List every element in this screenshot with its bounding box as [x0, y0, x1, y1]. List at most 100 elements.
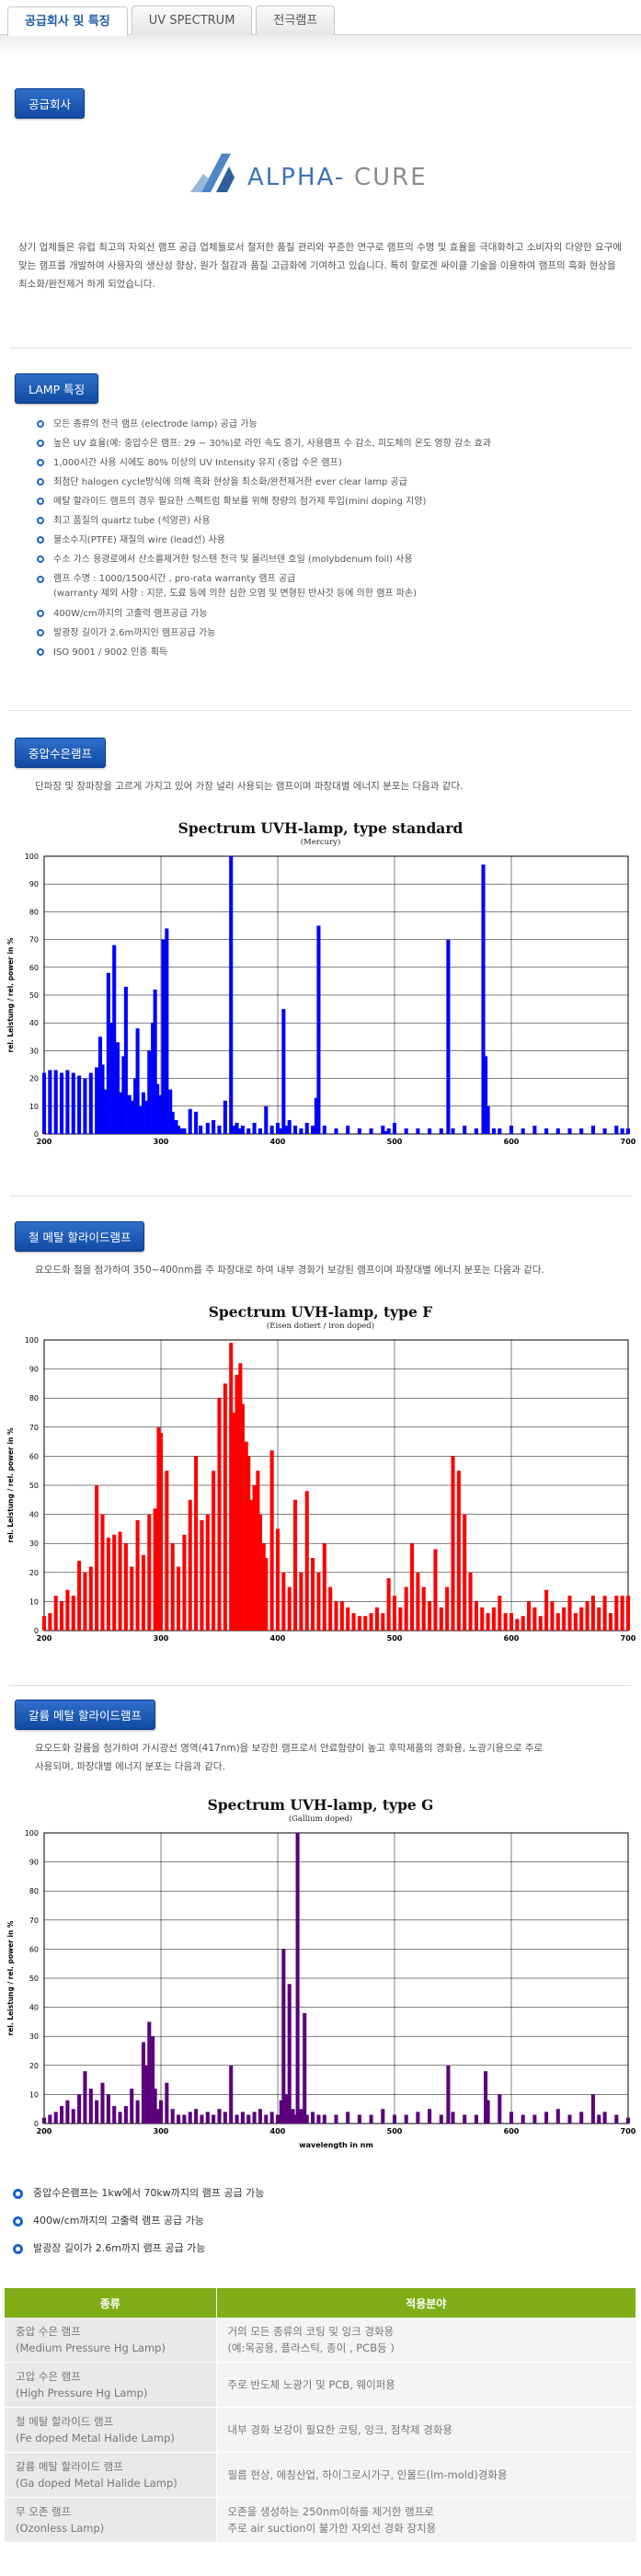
spectrum-bar: [484, 1056, 488, 1134]
spectrum-bar: [212, 1119, 216, 1134]
spectrum-bar: [246, 1456, 251, 1631]
spectrum-bar: [498, 1128, 502, 1134]
spectrum-bar: [205, 1514, 210, 1631]
spectrum-bar: [88, 2089, 93, 2124]
x-tick-label: 300: [154, 1138, 169, 1146]
spectrum-bar: [567, 2114, 572, 2124]
spectrum-bar: [555, 1613, 560, 1631]
spectrum-bar: [97, 1036, 102, 1134]
y-tick-label: 90: [29, 880, 39, 888]
spectrum-bar: [374, 1607, 379, 1631]
spectrum-bar: [620, 1128, 624, 1134]
spectrum-bar: [311, 2112, 315, 2124]
spectrum-bar: [281, 1572, 286, 1631]
spectrum-bar: [48, 1613, 52, 1631]
spectrum-bar: [316, 1572, 321, 1631]
spectrum-bar: [53, 2112, 58, 2124]
spectrum-bar: [104, 1089, 109, 1134]
spectrum-bar: [316, 2114, 321, 2124]
table-row: 무 오존 램프 (Ozonless Lamp) 오존을 생성하는 250nm이하를…: [5, 2497, 636, 2543]
spectrum-bar: [41, 1072, 47, 1134]
spectrum-bar: [311, 1125, 315, 1134]
spectrum-bar: [238, 1363, 243, 1631]
x-tick-label: 700: [621, 1138, 636, 1146]
spectrum-bar: [205, 1122, 210, 1134]
spectrum-bar: [168, 1089, 173, 1134]
spectrum-bar: [392, 1596, 397, 1631]
spectrum-bar: [77, 1561, 82, 1631]
chart-subtitle: (Gallium doped): [288, 1815, 353, 1824]
y-tick-label: 50: [29, 991, 39, 1000]
spectrum-bar: [346, 2112, 350, 2124]
spectrum-bar: [53, 1596, 58, 1631]
y-tick-label: 30: [29, 1540, 39, 1548]
gallium-badge: 갈륨 메탈 할라이드램프: [15, 1700, 155, 1730]
y-tick-label: 0: [34, 1627, 39, 1635]
x-tick-label: 500: [387, 1634, 403, 1643]
gallium-chart: Spectrum UVH-lamp, type G (Gallium doped…: [0, 1796, 641, 2158]
y-tick-label: 100: [25, 853, 39, 861]
spectrum-bar: [275, 1122, 280, 1134]
warranty-note: (warranty 제외 사항 : 지문, 도료 등에 의한 심한 오염 및 변…: [53, 589, 418, 599]
x-tick-label: 400: [270, 1138, 286, 1146]
y-tick-label: 30: [29, 1047, 39, 1055]
y-tick-label: 90: [29, 1366, 39, 1374]
spectrum-bar: [65, 1070, 70, 1134]
spectrum-bar: [555, 1128, 560, 1134]
iron-description: 요오드화 철을 첨가하여 350~400nm를 주 파장대로 하여 내부 경화가…: [35, 1265, 544, 1276]
spectrum-bar: [428, 2109, 432, 2124]
spectrum-bar: [521, 1128, 525, 1134]
spectrum-bar: [212, 1471, 216, 1631]
supplier-badge: 공급회사: [15, 88, 86, 119]
tab-electrode-lamp[interactable]: 전극램프: [256, 6, 336, 35]
spectrum-bar: [357, 2114, 361, 2124]
gallium-description-2: 사용되며, 파장대별 에너지 분포는 다음과 같다.: [35, 1761, 225, 1772]
application-cell: 주로 반도체 노광기 및 PCB, 웨이퍼용: [216, 2362, 636, 2408]
spectrum-bar: [155, 2109, 160, 2124]
spectrum-bar: [147, 2021, 152, 2124]
spectrum-bar: [177, 2114, 181, 2124]
spectrum-bar: [112, 2106, 117, 2124]
spectrum-bar: [100, 1064, 105, 1134]
spectrum-bar: [590, 1125, 595, 1134]
spectrum-bar: [509, 1613, 514, 1631]
spectrum-bar: [235, 1374, 239, 1631]
spectrum-bar: [151, 2036, 155, 2124]
tab-supplier-features[interactable]: 공급회사 및 특징: [7, 6, 128, 36]
mercury-badge: 중압수은램프: [15, 738, 107, 768]
x-tick-label: 600: [504, 1634, 520, 1643]
application-cell: 내부 경화 보강이 필요한 코팅, 잉크, 점착제 경화용: [216, 2407, 636, 2453]
spectrum-bar: [481, 864, 486, 1134]
y-tick-label: 60: [29, 1945, 39, 1953]
spectrum-bar: [590, 1596, 595, 1631]
x-tick-label: 700: [621, 2127, 636, 2135]
spectrum-bar: [232, 1413, 237, 1631]
y-tick-label: 40: [29, 1019, 39, 1027]
spectrum-bar: [446, 939, 451, 1134]
table-header-row: 종류 적용분야: [5, 2288, 636, 2318]
spectrum-bar: [279, 2100, 283, 2124]
divider: [9, 1685, 632, 1686]
spectrum-bar: [474, 1601, 478, 1631]
spectrum-bar: [468, 1572, 473, 1631]
list-item: 1,000시간 사용 시에도 80% 이상의 UV Intensity 유지 (…: [37, 453, 641, 473]
spectrum-bar: [398, 1607, 403, 1631]
spectrum-bar: [625, 1596, 631, 1631]
gallium-description-1: 요오드화 갈륨을 첨가하여 가시광선 영역(417nm)을 보강한 램프로서 안…: [35, 1743, 544, 1754]
divider: [9, 710, 632, 711]
spectrum-bar: [281, 1009, 286, 1134]
x-tick-label: 200: [37, 1138, 52, 1146]
spectrum-bar: [608, 1613, 612, 1631]
spectrum-bar: [451, 2112, 455, 2124]
y-tick-label: 80: [29, 1887, 39, 1895]
spectrum-bar: [71, 2109, 75, 2124]
spectrum-bar: [165, 928, 169, 1134]
tab-uv-spectrum[interactable]: UV SPECTRUM: [131, 6, 253, 35]
x-tick-label: 500: [387, 1138, 403, 1146]
spectrum-bar: [346, 1607, 350, 1631]
y-tick-label: 100: [25, 1336, 39, 1345]
spectrum-bar: [544, 1128, 549, 1134]
spectrum-bar: [151, 1023, 155, 1134]
x-tick-label: 200: [37, 2127, 52, 2135]
spectrum-bar: [304, 1122, 309, 1134]
